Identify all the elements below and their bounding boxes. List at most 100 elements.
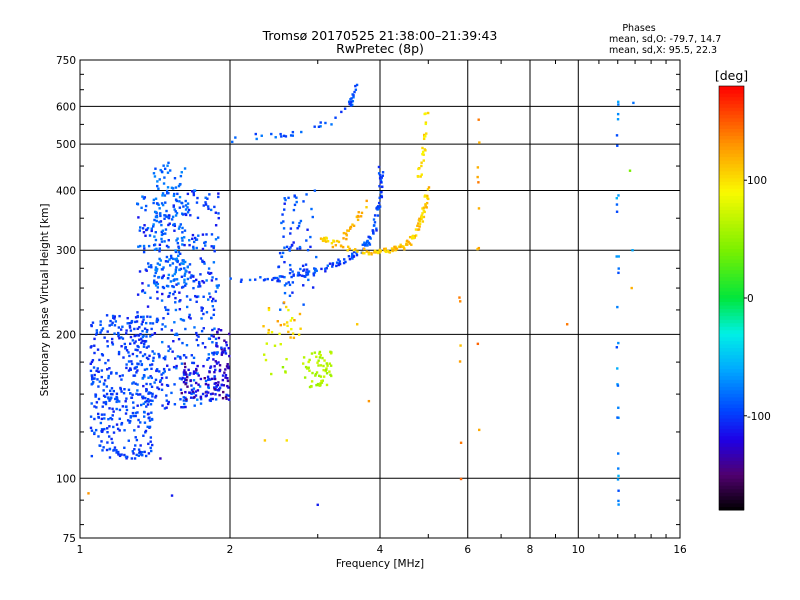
echo-point bbox=[107, 359, 110, 362]
echo-point bbox=[137, 448, 141, 451]
echo-point bbox=[129, 335, 133, 339]
echo-point bbox=[131, 450, 135, 453]
echo-point bbox=[478, 428, 481, 432]
echo-point bbox=[192, 391, 195, 395]
echo-point bbox=[214, 393, 217, 396]
echo-point bbox=[289, 232, 292, 235]
echo-point bbox=[126, 316, 129, 320]
echo-point bbox=[631, 249, 634, 252]
echo-point bbox=[617, 255, 620, 258]
echo-point bbox=[142, 315, 145, 319]
echo-point bbox=[203, 241, 206, 245]
echo-point bbox=[227, 386, 230, 389]
colorbar-segment bbox=[719, 340, 744, 345]
echo-point bbox=[418, 222, 422, 226]
echo-point bbox=[418, 225, 421, 228]
echo-point bbox=[92, 380, 95, 384]
echo-point bbox=[214, 398, 218, 401]
echo-point bbox=[302, 200, 305, 203]
echo-point bbox=[279, 342, 282, 346]
colorbar-segment bbox=[719, 199, 744, 204]
echo-point bbox=[313, 351, 317, 354]
echo-point bbox=[142, 374, 146, 377]
echo-point bbox=[363, 241, 366, 244]
echo-point bbox=[617, 100, 620, 104]
echo-point bbox=[348, 257, 352, 261]
colorbar-segment bbox=[719, 449, 744, 454]
colorbar-segment bbox=[719, 184, 744, 189]
x-tick-label: 4 bbox=[377, 544, 384, 556]
echo-point bbox=[94, 428, 98, 432]
echo-point bbox=[192, 370, 196, 373]
echo-point bbox=[125, 332, 128, 335]
echo-point bbox=[262, 353, 266, 356]
echo-point bbox=[225, 341, 228, 344]
echo-point bbox=[158, 247, 162, 250]
echo-point bbox=[290, 316, 294, 320]
echo-point bbox=[313, 271, 317, 274]
echo-point bbox=[150, 376, 154, 380]
echo-point bbox=[143, 450, 146, 454]
echo-point bbox=[351, 257, 354, 260]
echo-point bbox=[112, 425, 115, 429]
echo-point bbox=[118, 400, 121, 403]
echo-point bbox=[326, 364, 329, 367]
echo-point bbox=[173, 177, 177, 180]
echo-point bbox=[416, 174, 420, 178]
echo-point bbox=[222, 351, 225, 354]
echo-point bbox=[271, 278, 274, 282]
echo-point bbox=[179, 174, 183, 178]
colorbar-segment bbox=[719, 294, 744, 299]
echo-point bbox=[352, 96, 355, 99]
colorbar-segment bbox=[719, 439, 744, 444]
echo-point bbox=[180, 405, 183, 409]
echo-point bbox=[128, 354, 131, 358]
echo-point bbox=[154, 231, 157, 234]
echo-point bbox=[282, 235, 285, 238]
colorbar-segment bbox=[719, 502, 744, 507]
echo-point bbox=[424, 135, 427, 138]
echo-point bbox=[183, 373, 186, 376]
echo-point bbox=[184, 204, 188, 207]
echo-point bbox=[167, 308, 170, 312]
echo-point bbox=[218, 386, 222, 389]
echo-point bbox=[216, 345, 219, 348]
echo-point bbox=[93, 405, 96, 408]
colorbar-segment bbox=[719, 202, 744, 207]
echo-point bbox=[297, 224, 301, 228]
echo-point bbox=[182, 205, 185, 208]
echo-point bbox=[196, 344, 200, 347]
echo-point bbox=[149, 335, 152, 338]
echo-point bbox=[225, 397, 228, 400]
echo-point bbox=[161, 323, 164, 326]
echo-point bbox=[172, 285, 175, 289]
echo-point bbox=[149, 440, 152, 443]
echo-point bbox=[156, 184, 159, 188]
echo-point bbox=[95, 401, 99, 404]
echo-point bbox=[175, 364, 178, 368]
echo-point bbox=[296, 227, 299, 230]
echo-point bbox=[144, 396, 147, 400]
echo-point bbox=[381, 174, 384, 177]
echo-point bbox=[144, 268, 148, 271]
echo-point bbox=[378, 177, 382, 180]
echo-point bbox=[165, 244, 169, 248]
echo-point bbox=[292, 241, 295, 244]
echo-point bbox=[313, 189, 317, 192]
echo-point bbox=[153, 279, 156, 282]
echo-point bbox=[287, 247, 291, 251]
echo-point bbox=[617, 267, 620, 270]
echo-point bbox=[352, 248, 356, 252]
echo-point bbox=[354, 88, 358, 91]
echo-point bbox=[305, 271, 308, 274]
echo-point bbox=[145, 228, 148, 232]
echo-point bbox=[202, 260, 206, 264]
echo-point bbox=[177, 338, 181, 341]
echo-point bbox=[158, 354, 161, 357]
echo-point bbox=[171, 285, 174, 288]
echo-point bbox=[195, 278, 198, 282]
echo-point bbox=[337, 258, 340, 261]
echo-point bbox=[190, 388, 194, 392]
echo-point bbox=[104, 400, 108, 404]
